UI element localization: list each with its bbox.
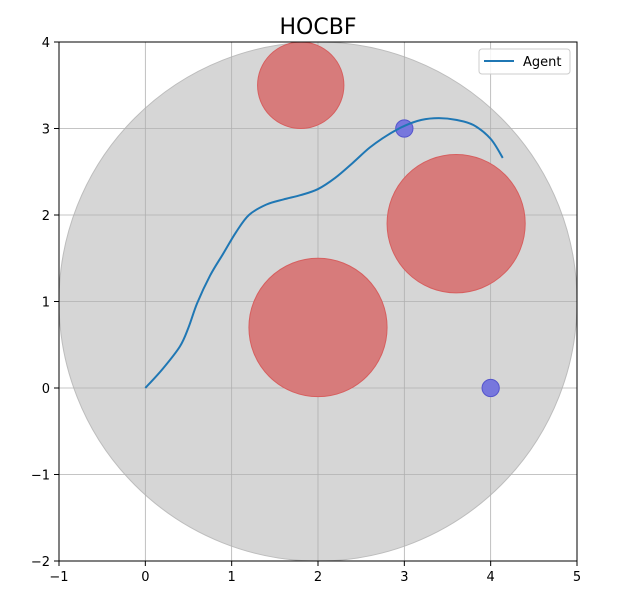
x-tick-label: −1 [49, 570, 68, 585]
y-tick-label: 1 [42, 296, 50, 311]
x-tick-label: 3 [400, 570, 408, 585]
y-tick-label: 3 [42, 123, 50, 138]
y-tick-label: 0 [42, 382, 50, 397]
y-axis: −2 −1 0 1 2 3 4 [31, 36, 59, 570]
obstacle-layer [248, 42, 526, 398]
obstacle-circle-2 [386, 153, 526, 294]
x-tick-label: 5 [573, 570, 581, 585]
x-tick-label: 0 [141, 570, 149, 585]
obstacle-circle-3 [248, 257, 388, 398]
goal-marker-2 [481, 378, 500, 398]
plot-area [59, 42, 577, 561]
x-axis: −1 0 1 2 3 4 5 [49, 561, 581, 585]
legend-box [478, 48, 571, 75]
x-tick-label: 4 [487, 570, 495, 585]
series-layer [144, 117, 504, 389]
obstacle-circle-1 [257, 42, 345, 129]
y-tick-label: 2 [42, 209, 50, 224]
y-tick-label: 4 [42, 36, 50, 51]
legend: Agent [478, 48, 571, 75]
legend-agent-label: Agent [523, 55, 561, 70]
chart-title: HOCBF [280, 15, 357, 40]
x-tick-label: 2 [314, 570, 322, 585]
agent-trajectory-line [144, 117, 504, 389]
x-tick-label: 1 [228, 570, 236, 585]
y-tick-label: −2 [31, 555, 50, 570]
y-tick-label: −1 [31, 469, 50, 484]
